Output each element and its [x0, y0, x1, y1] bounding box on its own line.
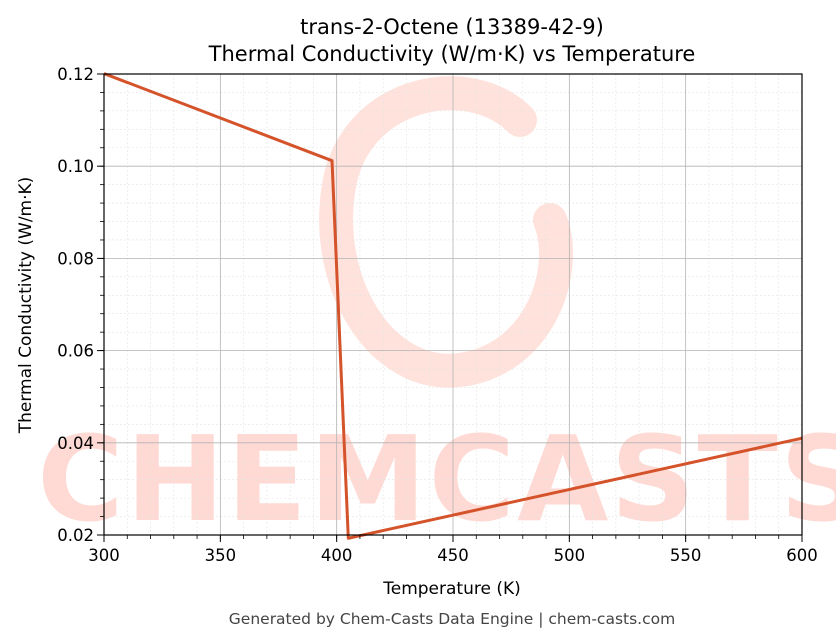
x-tick-label: 450 [437, 546, 469, 565]
footer-credit: Generated by Chem-Casts Data Engine | ch… [229, 610, 675, 628]
y-tick-label: 0.10 [57, 157, 94, 176]
x-ticks: 300 350 400 450 500 550 600 [88, 535, 818, 565]
x-tick-label: 350 [205, 546, 237, 565]
x-axis-label: Temperature (K) [382, 579, 521, 599]
plot-lines [103, 72, 803, 540]
y-tick-label: 0.06 [57, 342, 94, 361]
chart-title: trans-2-Octene (13389-42-9) [300, 15, 604, 39]
y-axis-label: Thermal Conductivity (W/m·K) [16, 177, 36, 435]
y-tick-label: 0.04 [57, 434, 94, 453]
y-tick-label: 0.12 [57, 65, 94, 84]
y-ticks: 0.02 0.04 0.06 0.08 0.10 0.12 [57, 65, 104, 545]
series-line [103, 72, 803, 540]
y-tick-label: 0.08 [57, 249, 94, 268]
chart-subtitle: Thermal Conductivity (W/m·K) vs Temperat… [208, 42, 696, 66]
x-tick-label: 400 [321, 546, 353, 565]
x-tick-label: 550 [670, 546, 702, 565]
x-tick-label: 600 [786, 546, 818, 565]
y-tick-label: 0.02 [57, 526, 94, 545]
x-tick-label: 500 [554, 546, 586, 565]
watermark-text: CHEMCASTS [37, 410, 836, 548]
watermark: CHEMCASTS [37, 76, 836, 548]
x-tick-label: 300 [88, 546, 120, 565]
watermark-swirl [319, 76, 573, 388]
